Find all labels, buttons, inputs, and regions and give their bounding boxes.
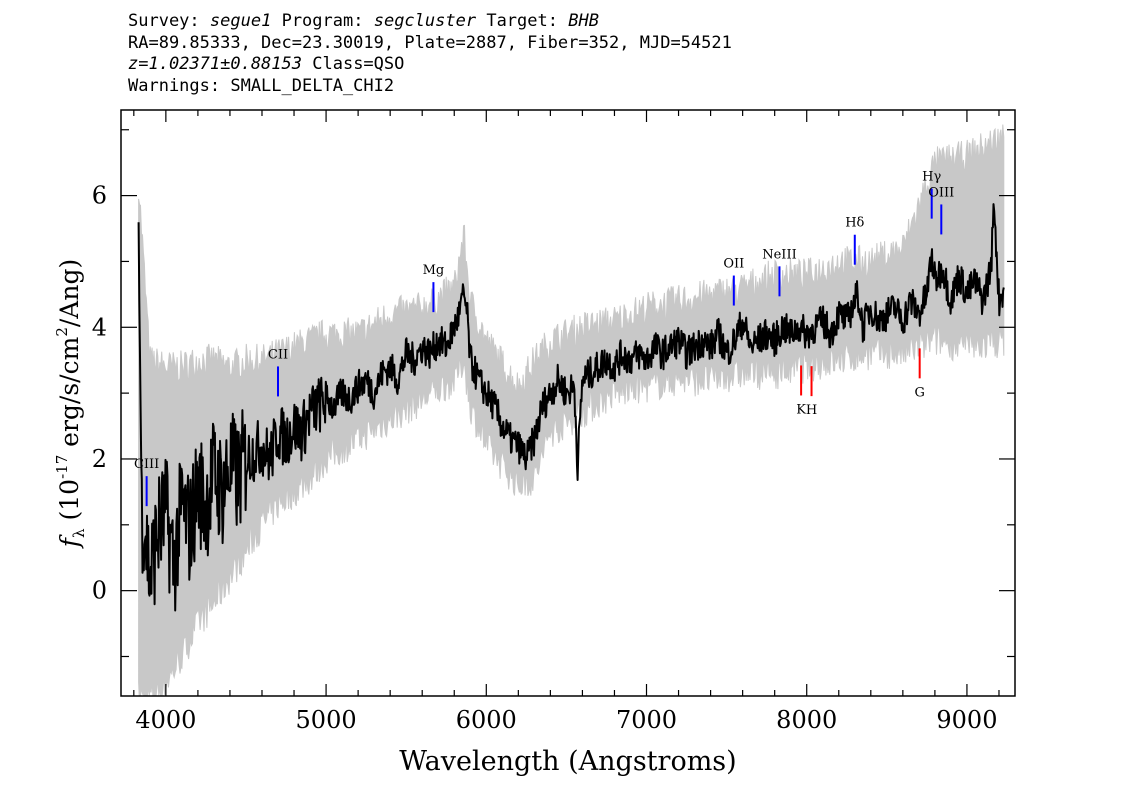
y-axis-sq: 2 — [53, 327, 71, 337]
header-line-coordinates: RA=89.85333, Dec=23.30019, Plate=2887, F… — [128, 32, 732, 53]
header-line-warnings: Warnings: SMALL_DELTA_CHI2 — [128, 75, 395, 96]
x-tick-label: 7000 — [616, 706, 677, 734]
line-label: K — [796, 402, 806, 417]
axis-ticks: 4000 5000 6000 7000 8000 9000 0 2 4 6 — [92, 110, 1015, 734]
flux-line — [137, 203, 1005, 612]
flux-line-layer — [137, 203, 1005, 612]
line-label: H — [806, 403, 817, 418]
line-label: OIII — [928, 185, 954, 200]
line-label: CII — [268, 347, 288, 362]
line-label: OII — [723, 257, 744, 272]
y-axis-open: (10 — [55, 479, 84, 529]
y-axis-units-b: /Ang) — [55, 259, 84, 327]
program-value: segcluster — [373, 11, 477, 31]
survey-value: segue1 — [209, 11, 272, 31]
header-line-survey: Survey: segue1 Program: segcluster Targe… — [128, 11, 732, 33]
x-tick-label: 8000 — [776, 706, 837, 734]
line-label: G — [914, 385, 924, 400]
x-tick-label: 5000 — [296, 706, 357, 734]
x-tick-label: 6000 — [456, 706, 517, 734]
plot-frame — [120, 109, 1016, 697]
y-axis-exp: -17 — [53, 455, 71, 479]
y-axis-lambda: λ — [70, 528, 88, 538]
line-label: Hδ — [845, 216, 864, 231]
target-value: BHB — [568, 11, 599, 31]
x-axis-title: Wavelength (Angstroms) — [399, 746, 736, 777]
y-tick-label: 2 — [92, 445, 107, 473]
class-value: Class=QSO — [312, 54, 405, 74]
x-tick-label: 4000 — [135, 706, 196, 734]
survey-label: Survey: — [128, 11, 200, 31]
line-label: Mg — [423, 263, 445, 278]
target-label: Target: — [486, 11, 558, 31]
y-tick-label: 4 — [92, 313, 107, 341]
error-band-layer — [138, 124, 1005, 696]
y-tick-label: 6 — [92, 182, 107, 210]
error-band — [138, 124, 1005, 696]
y-axis-units-a: erg/s/cm — [55, 336, 84, 454]
header-line-redshift: z=1.02371±0.88153 Class=QSO — [128, 54, 732, 76]
line-label: NeIII — [762, 247, 796, 262]
y-axis-title-group: fλ (10-17 erg/s/cm2/Ang) — [53, 259, 88, 549]
x-tick-label: 9000 — [936, 706, 997, 734]
redshift-value: z=1.02371±0.88153 — [128, 54, 302, 74]
spectrum-header: Survey: segue1 Program: segcluster Targe… — [128, 11, 732, 97]
y-tick-label: 0 — [92, 577, 107, 605]
y-axis-title: fλ (10-17 erg/s/cm2/Ang) — [53, 259, 88, 549]
line-label: Hγ — [922, 170, 941, 185]
program-label: Program: — [281, 11, 364, 31]
line-label: CIII — [134, 457, 159, 472]
y-axis-f: f — [55, 534, 84, 549]
